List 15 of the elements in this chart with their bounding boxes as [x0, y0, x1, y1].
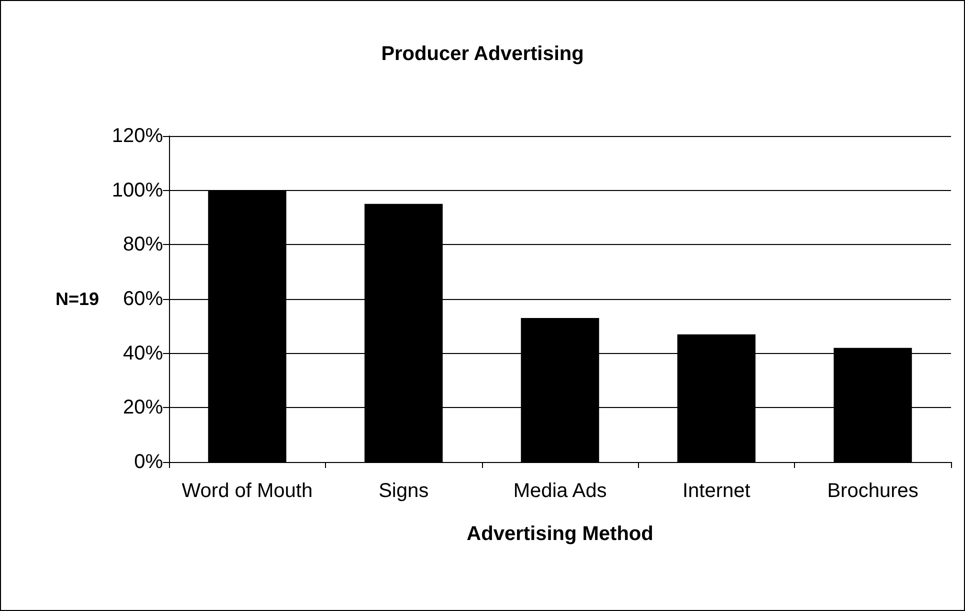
y-tick-label: 60%	[122, 288, 164, 310]
y-tick-label: 100%	[112, 179, 164, 202]
y-tick-label: 120%	[112, 125, 164, 147]
y-tick-label: 20%	[122, 396, 164, 419]
x-tick-label: Brochures	[827, 480, 918, 502]
x-tick-label: Media Ads	[513, 480, 607, 502]
y-tick-label: 0%	[134, 451, 164, 473]
x-axis-title: Advertising Method	[466, 523, 654, 545]
y-tick-label: 80%	[122, 234, 164, 256]
y-axis-title: N=19	[55, 289, 99, 309]
y-tick-label: 40%	[122, 342, 164, 364]
x-tick-label: Signs	[378, 480, 429, 502]
chart-title: Producer Advertising	[381, 43, 584, 65]
x-tick-label: Word of Mouth	[182, 480, 313, 502]
x-tick-label: Internet	[682, 480, 751, 502]
